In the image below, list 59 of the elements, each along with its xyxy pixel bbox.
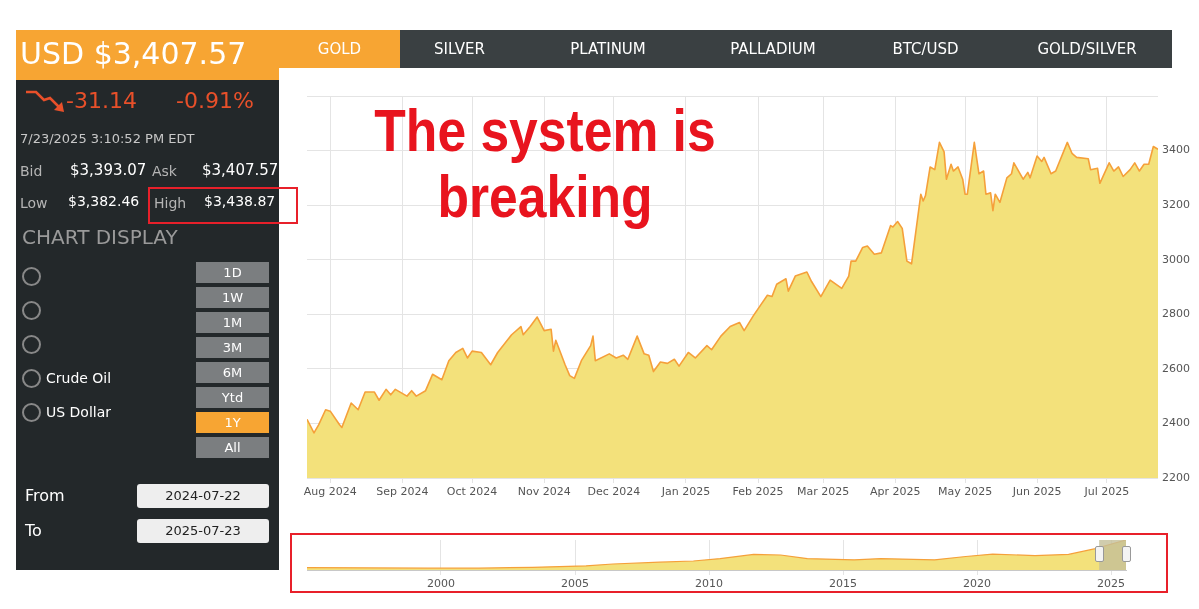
- text: 2025-07-23: [137, 519, 269, 543]
- text: All: [196, 437, 269, 458]
- text: 6M: [196, 362, 269, 383]
- text: GOLD: [316, 40, 363, 58]
- text: -31.14: [66, 88, 137, 113]
- text: Low: [20, 195, 48, 211]
- text: Ytd: [196, 387, 269, 408]
- x-tick-label: Apr 2025: [869, 485, 921, 499]
- text: 1D: [196, 262, 269, 283]
- text: 7/23/2025 3:10:52 PM EDT: [20, 131, 195, 146]
- x-tick-label: 2000: [426, 577, 455, 591]
- x-tick-label: May 2025: [937, 485, 993, 499]
- y-tick-label: 2400: [1162, 416, 1190, 430]
- text: $3,407.57: [202, 161, 279, 179]
- x-tick-label: Feb 2025: [732, 485, 784, 499]
- x-tick-label: 2005: [561, 577, 590, 591]
- y-tick-label: 3400: [1162, 143, 1190, 157]
- text: $3,438.87: [204, 193, 276, 209]
- text: $3,382.46: [68, 193, 140, 209]
- text: From: [25, 486, 65, 505]
- text: US Dollar: [46, 404, 112, 420]
- text: 1W: [196, 287, 269, 308]
- y-tick-label: 3200: [1162, 198, 1190, 211]
- x-tick-label: 2015: [829, 577, 858, 591]
- x-tick-label: Dec 2024: [587, 485, 641, 499]
- y-tick-label: 3000: [1162, 252, 1190, 266]
- text: SILVER: [433, 40, 486, 58]
- annotation: The system is breaking: [373, 97, 717, 230]
- text: High: [154, 195, 187, 211]
- x-tick-label: 2010: [695, 577, 724, 591]
- text: GOLD/SILVER: [1036, 40, 1138, 58]
- text: Bid: [20, 163, 43, 179]
- x-tick-label: 2025: [1097, 577, 1126, 591]
- text: CHART DISPLAY: [22, 225, 178, 249]
- x-tick-label: Jan 2025: [660, 485, 711, 499]
- x-tick-label: Jun 2025: [1011, 485, 1062, 499]
- y-tick-label: 2800: [1162, 307, 1190, 321]
- text: BTC/USD: [891, 40, 960, 58]
- text: USD $3,407.57: [20, 36, 247, 71]
- text: $3,393.07: [70, 161, 147, 179]
- text: -0.91%: [176, 88, 254, 113]
- text: 3M: [196, 337, 269, 358]
- text: PLATINUM: [569, 40, 647, 58]
- x-tick-label: Nov 2024: [517, 485, 571, 499]
- y-tick-label: 2600: [1162, 361, 1190, 375]
- text: 1M: [196, 312, 269, 333]
- x-tick-label: Sep 2024: [376, 485, 429, 499]
- x-tick-label: Oct 2024: [446, 485, 498, 499]
- text: Ask: [152, 163, 177, 179]
- x-tick-label: 2020: [963, 577, 992, 591]
- y-tick-label: 2200: [1162, 470, 1190, 484]
- text: 1Y: [196, 412, 269, 433]
- text: 2024-07-22: [137, 484, 269, 508]
- text: To: [25, 521, 42, 540]
- text: PALLADIUM: [729, 40, 817, 58]
- x-tick-label: Mar 2025: [797, 485, 850, 499]
- x-tick-label: Jul 2025: [1083, 485, 1130, 499]
- text: Crude Oil: [46, 370, 112, 386]
- x-tick-label: Aug 2024: [303, 485, 357, 499]
